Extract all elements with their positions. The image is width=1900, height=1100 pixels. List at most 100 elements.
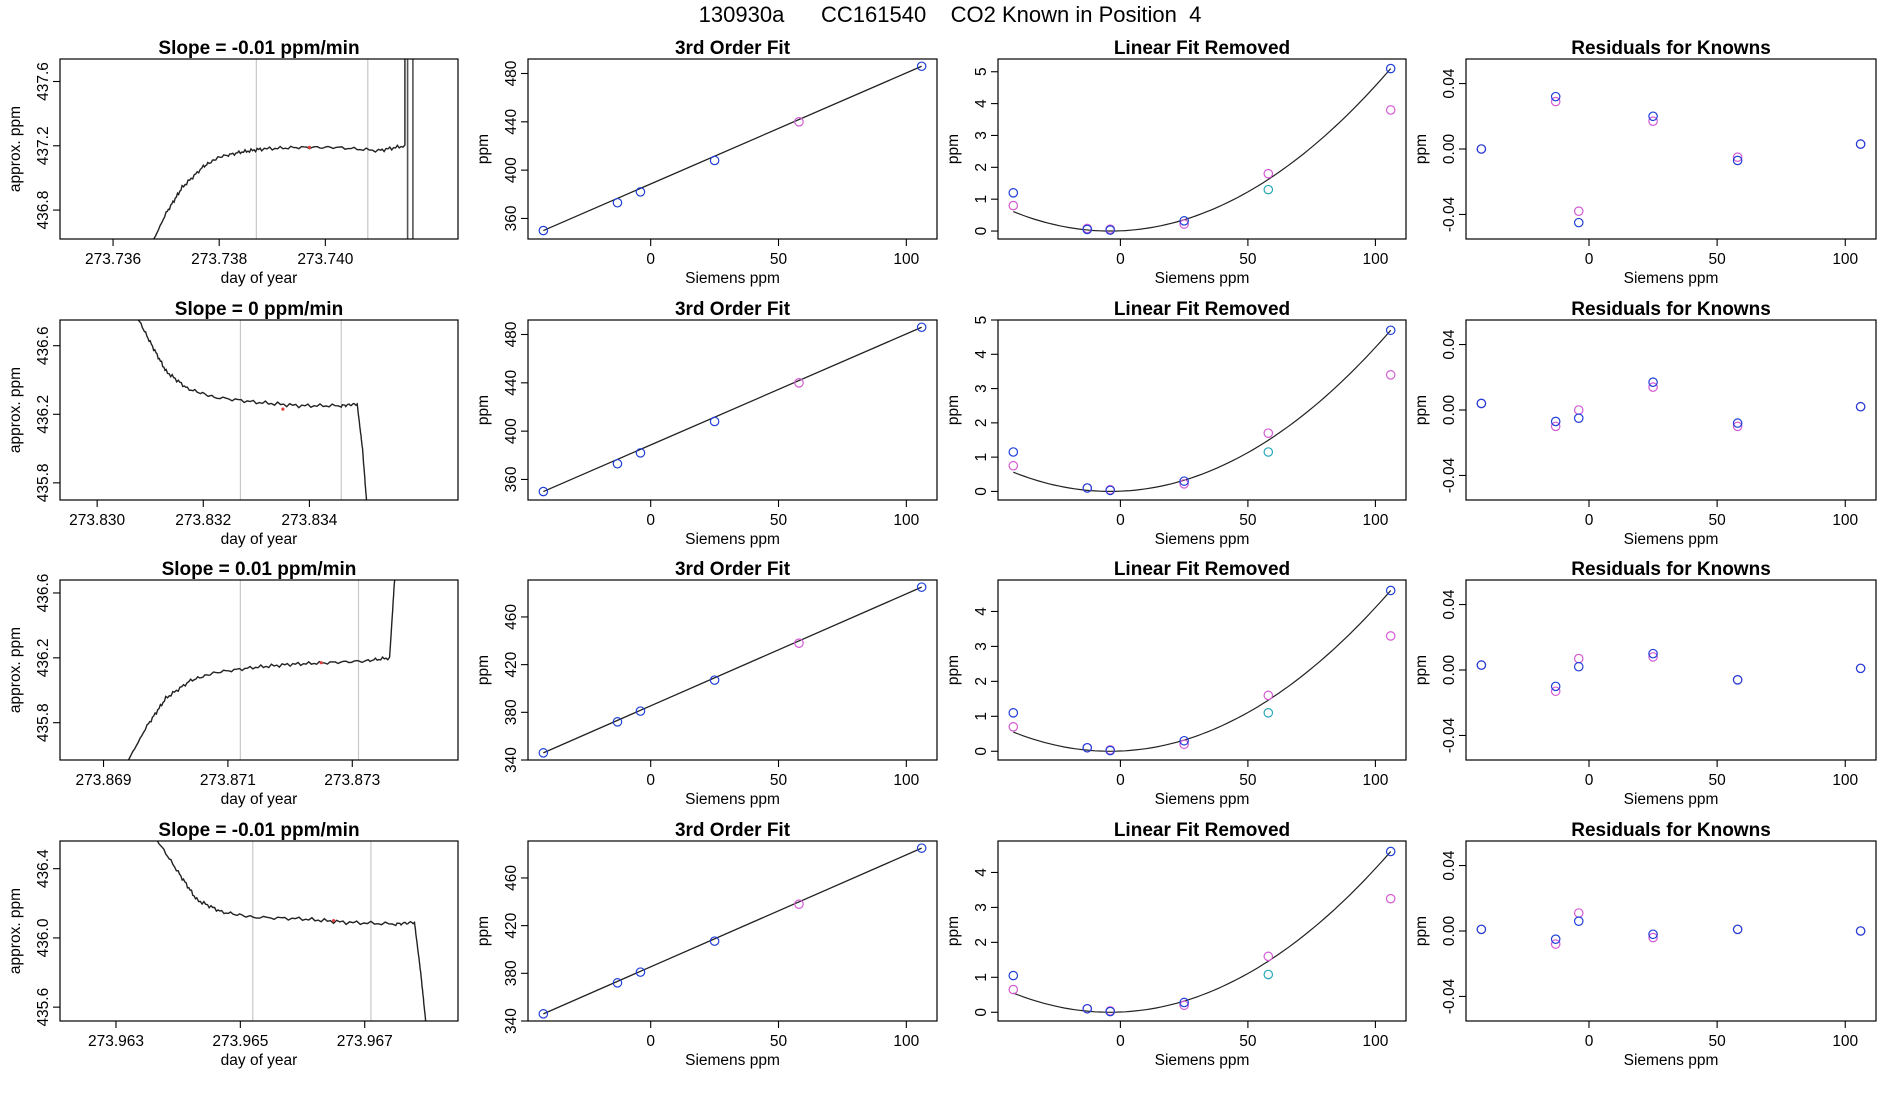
data-point-blue xyxy=(1573,661,1584,672)
data-point-blue xyxy=(1008,970,1019,981)
x-tick-label: 0 xyxy=(1585,512,1594,529)
data-point-cyan xyxy=(1263,184,1274,195)
data-point-blue xyxy=(635,187,646,197)
plot-area xyxy=(156,841,427,1021)
y-tick-label: 4 xyxy=(973,99,990,108)
data-point-blue xyxy=(1008,708,1019,718)
data-point-magenta xyxy=(1385,370,1396,380)
data-point-blue xyxy=(635,448,646,458)
y-axis-label: approx. ppm xyxy=(7,627,24,713)
data-point-magenta xyxy=(1648,652,1658,662)
y-tick-label: 437.6 xyxy=(35,62,52,101)
panel-fit-row4: 3rd Order Fit 0 50 100 Siemens ppm 340 380 420 4… xyxy=(475,820,938,1069)
x-tick-label: 50 xyxy=(1709,772,1727,789)
plot-frame xyxy=(1465,58,1877,240)
plot-area xyxy=(153,59,414,239)
panel-title: Slope = 0 ppm/min xyxy=(175,299,343,320)
y-tick-label: -0.04 xyxy=(1441,457,1458,493)
plot-frame xyxy=(527,840,938,1022)
y-tick-label: 436.6 xyxy=(35,574,52,613)
y-tick-label: 3 xyxy=(973,131,990,140)
plot-area xyxy=(127,580,396,760)
x-axis-label: Siemens ppm xyxy=(1155,1052,1250,1069)
y-tick-label: 2 xyxy=(973,419,990,428)
x-tick-label: 273.871 xyxy=(200,772,256,789)
panel-residuals-row1: Residuals for Knowns 0 50 100 Siemens ppm -0.… xyxy=(1413,38,1877,287)
y-tick-label: 1 xyxy=(973,453,990,462)
panel-title: Slope = -0.01 ppm/min xyxy=(158,820,359,841)
plot-area xyxy=(1476,648,1866,697)
plot-frame xyxy=(997,319,1407,501)
data-point-magenta xyxy=(1573,405,1584,415)
y-tick-label: 360 xyxy=(503,205,520,231)
y-tick-label: 4 xyxy=(973,350,990,359)
fit-line xyxy=(543,326,922,493)
data-point-blue xyxy=(1573,413,1584,423)
data-point-blue xyxy=(612,717,623,727)
x-tick-label: 100 xyxy=(893,772,919,789)
data-point-magenta xyxy=(1179,739,1189,750)
data-point-blue xyxy=(538,748,549,758)
fit-curve xyxy=(1013,851,1392,1013)
plot-area xyxy=(1008,325,1396,496)
y-tick-label: 2 xyxy=(973,938,990,947)
x-tick-label: 273.736 xyxy=(85,251,141,268)
plot-area xyxy=(538,843,927,1019)
fit-curve xyxy=(1013,329,1392,492)
panel-time-series-row2: Slope = 0 ppm/min 273.830 273.832 273.834 da… xyxy=(7,299,459,548)
x-tick-label: 100 xyxy=(1362,772,1388,789)
x-axis-label: Siemens ppm xyxy=(685,270,780,287)
data-point-blue xyxy=(1082,742,1093,753)
panel-linear-removed-row1: Linear Fit Removed 0 50 100 Siemens ppm 0 1 2 3 4… xyxy=(945,38,1407,287)
panel-time-series-row4: Slope = -0.01 ppm/min 273.963 273.965 273.9… xyxy=(7,820,459,1069)
x-axis-label: Siemens ppm xyxy=(1624,791,1719,808)
plot-area xyxy=(1008,63,1396,235)
series-line xyxy=(156,841,427,1021)
data-point-magenta xyxy=(1385,105,1396,115)
data-point-blue xyxy=(635,706,646,716)
y-tick-label: 0.04 xyxy=(1441,589,1458,620)
series-line xyxy=(153,59,406,239)
x-tick-label: 100 xyxy=(1832,512,1858,529)
y-tick-label: 3 xyxy=(973,903,990,912)
data-point-blue xyxy=(916,843,927,853)
data-point-blue xyxy=(1855,926,1866,936)
data-point-blue xyxy=(1385,846,1396,857)
y-axis-label: ppm xyxy=(1413,134,1430,164)
data-point-red xyxy=(307,145,312,149)
panel-title: Slope = -0.01 ppm/min xyxy=(158,38,359,59)
data-point-magenta xyxy=(1385,631,1396,641)
y-tick-label: 420 xyxy=(503,912,520,938)
y-tick-label: 480 xyxy=(503,60,520,86)
data-point-blue xyxy=(1550,934,1561,944)
panel-fit-row2: 3rd Order Fit 0 50 100 Siemens ppm 360 400 440 4… xyxy=(475,299,938,548)
data-point-blue xyxy=(1179,476,1189,486)
data-point-magenta xyxy=(1008,721,1019,732)
data-point-magenta xyxy=(1008,460,1019,471)
y-tick-label: 436.0 xyxy=(35,918,52,957)
y-tick-label: 5 xyxy=(973,67,990,76)
data-point-blue xyxy=(1476,144,1487,154)
figure-title: 130930a CC161540 CO2 Known in Position 4 xyxy=(698,2,1202,27)
data-point-cyan xyxy=(1263,708,1274,718)
x-axis-label: Siemens ppm xyxy=(1624,1052,1719,1069)
data-point-blue xyxy=(1732,155,1743,166)
plot-frame xyxy=(1465,319,1877,501)
data-point-blue xyxy=(1855,139,1866,149)
x-axis-label: day of year xyxy=(221,791,298,808)
data-point-magenta xyxy=(1573,908,1584,918)
data-point-blue xyxy=(916,582,927,592)
fit-line xyxy=(543,65,922,232)
x-tick-label: 0 xyxy=(1116,512,1125,529)
data-point-blue xyxy=(1648,929,1658,940)
data-point-blue xyxy=(1855,663,1866,674)
data-point-blue xyxy=(1105,1006,1115,1017)
x-tick-label: 273.963 xyxy=(88,1033,144,1050)
y-tick-label: 0.00 xyxy=(1441,134,1458,165)
plot-area xyxy=(538,322,927,497)
x-tick-label: 273.873 xyxy=(324,772,380,789)
plot-area xyxy=(137,320,368,500)
x-tick-label: 100 xyxy=(893,1033,919,1050)
